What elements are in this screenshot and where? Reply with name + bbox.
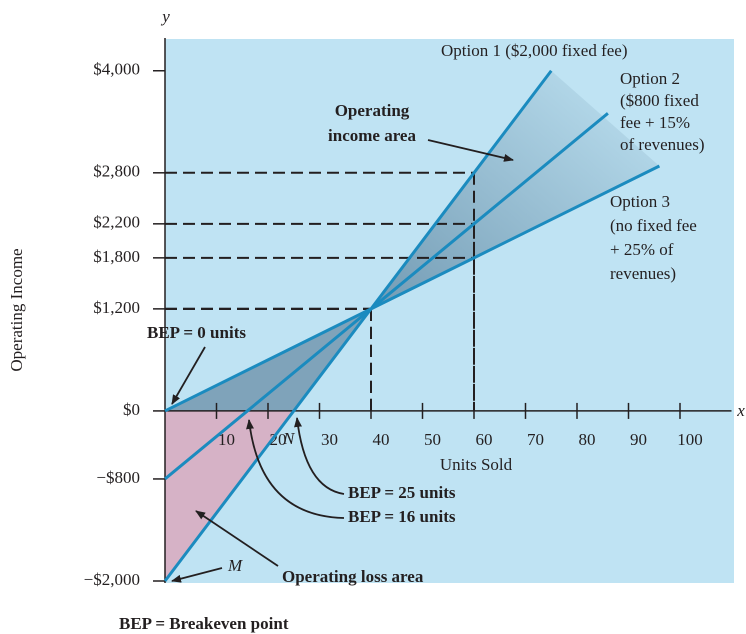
legend-label: fee + 15% <box>620 113 690 132</box>
plot-background <box>165 39 734 583</box>
x-tick-label: 90 <box>630 430 647 449</box>
annotation: N <box>282 429 296 448</box>
arrow <box>427 139 514 162</box>
y-axis-letter: y <box>160 7 170 26</box>
x-tick-label: 50 <box>424 430 441 449</box>
y-tick-label: $1,800 <box>93 247 140 266</box>
y-tick-label: $0 <box>123 400 140 419</box>
x-tick-label: 70 <box>527 430 544 449</box>
series-line <box>164 164 661 413</box>
y-tick-label: $4,000 <box>93 60 140 79</box>
arrow <box>171 567 223 583</box>
legend-label: Option 2 <box>620 69 680 88</box>
x-tick-label: 100 <box>677 430 703 449</box>
annotation: BEP = 25 units <box>348 483 456 502</box>
x-tick-label: 40 <box>373 430 390 449</box>
x-tick-label: 10 <box>218 430 235 449</box>
y-tick-label: $2,200 <box>93 213 140 232</box>
x-tick-label: 60 <box>476 430 493 449</box>
annotation: BEP = 0 units <box>147 323 246 342</box>
y-tick-label: −$2,000 <box>84 570 140 589</box>
annotation: income area <box>328 126 416 145</box>
x-tick-label: 80 <box>579 430 596 449</box>
arrow <box>246 419 345 519</box>
legend-label: + 25% of <box>610 240 674 259</box>
y-tick-label: $2,800 <box>93 162 140 181</box>
legend-label: ($800 fixed <box>620 91 699 110</box>
x-axis-label: Units Sold <box>440 455 513 474</box>
x-tick-label: 30 <box>321 430 338 449</box>
footnote: BEP = Breakeven point <box>119 614 289 633</box>
legend-label: (no fixed fee <box>610 216 697 235</box>
legend-label: Option 1 ($2,000 fixed fee) <box>441 41 627 60</box>
arrow <box>195 510 279 567</box>
y-tick-label: $1,200 <box>93 298 140 317</box>
series-line <box>163 69 553 582</box>
x-axis-letter: x <box>736 401 745 420</box>
y-tick-label: −$800 <box>96 468 140 487</box>
legend-label: revenues) <box>610 264 676 283</box>
annotation: M <box>227 556 243 575</box>
legend-label: of revenues) <box>620 135 705 154</box>
annotation: Operating <box>335 101 410 120</box>
annotation: BEP = 16 units <box>348 507 456 526</box>
x-tick-label: 20 <box>270 430 287 449</box>
arrow <box>171 346 206 405</box>
legend-label: Option 3 <box>610 192 670 211</box>
arrow <box>294 417 345 495</box>
y-axis-label: Operating Income <box>7 248 26 371</box>
annotation: Operating loss area <box>282 567 424 586</box>
